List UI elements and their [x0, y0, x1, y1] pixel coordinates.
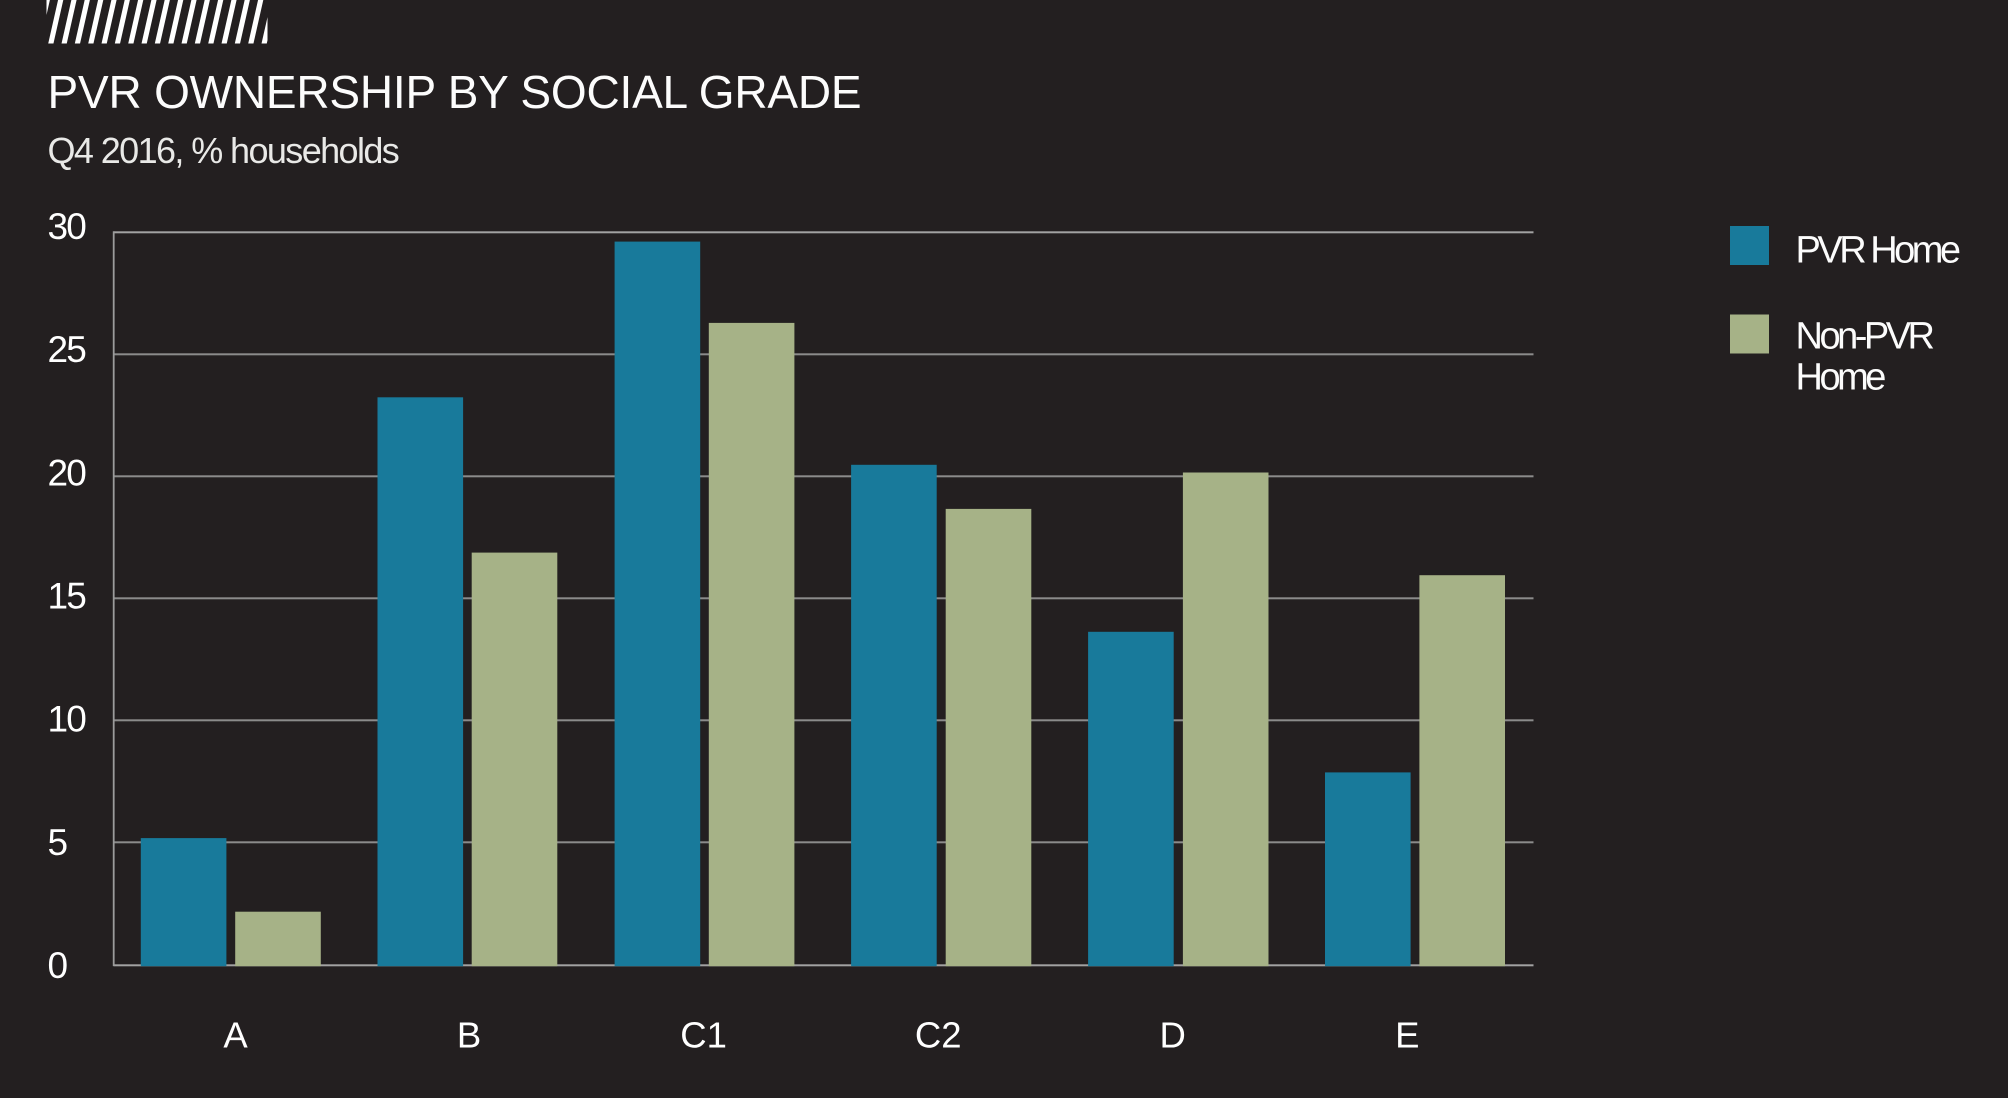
- svg-text:B: B: [457, 1014, 481, 1055]
- svg-text:15: 15: [48, 576, 87, 617]
- svg-text:C1: C1: [680, 1014, 727, 1055]
- svg-text:E: E: [1395, 1014, 1419, 1055]
- svg-text:A: A: [223, 1014, 248, 1055]
- svg-text:D: D: [1160, 1014, 1186, 1055]
- svg-text:C2: C2: [915, 1014, 962, 1055]
- svg-text:Home: Home: [1796, 357, 1886, 399]
- svg-text:25: 25: [48, 329, 87, 370]
- svg-text:PVR OWNERSHIP BY SOCIAL GRADE: PVR OWNERSHIP BY SOCIAL GRADE: [48, 66, 862, 118]
- svg-text:5: 5: [48, 822, 68, 863]
- svg-text:0: 0: [48, 945, 68, 986]
- svg-text:Q4 2016, % households: Q4 2016, % households: [48, 130, 399, 171]
- svg-text:30: 30: [48, 206, 87, 247]
- svg-text:10: 10: [48, 699, 87, 740]
- svg-text:20: 20: [48, 452, 87, 493]
- svg-text:Non-PVR: Non-PVR: [1796, 315, 1934, 357]
- svg-text:PVR Home: PVR Home: [1796, 230, 1960, 272]
